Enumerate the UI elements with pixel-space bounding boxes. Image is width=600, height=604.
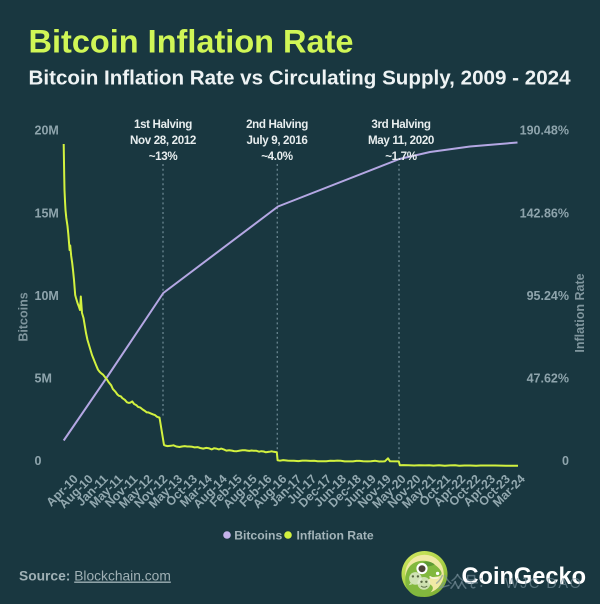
svg-text:142.86%: 142.86% (520, 206, 569, 220)
svg-text:Source: Blockchain.com: Source: Blockchain.com (19, 569, 171, 584)
svg-text:May 11, 2020: May 11, 2020 (368, 134, 434, 147)
svg-text:3rd Halving: 3rd Halving (371, 118, 431, 131)
svg-text:Bitcoins: Bitcoins (17, 292, 31, 341)
svg-text:15M: 15M (35, 206, 59, 220)
svg-text:WJC DAO: WJC DAO (505, 576, 582, 592)
svg-text:Inflation Rate: Inflation Rate (573, 273, 587, 352)
svg-text:CoinGecko: CoinGecko (462, 564, 587, 590)
svg-text:Bitcoins: Bitcoins (234, 528, 282, 542)
svg-text:190.48%: 190.48% (520, 124, 569, 138)
svg-text:0: 0 (35, 454, 42, 468)
svg-text:2nd Halving: 2nd Halving (246, 118, 308, 131)
svg-text:Inflation Rate: Inflation Rate (297, 528, 374, 542)
svg-text:Nov 28, 2012: Nov 28, 2012 (130, 134, 196, 147)
svg-text:47.62%: 47.62% (527, 372, 569, 386)
svg-text:95.24%: 95.24% (527, 289, 569, 303)
svg-text:~13%: ~13% (149, 150, 178, 163)
svg-text:~1.7%: ~1.7% (385, 150, 416, 163)
svg-text:0: 0 (562, 454, 569, 468)
svg-text:5M: 5M (35, 372, 52, 386)
svg-text:Bitcoin Inflation Rate: Bitcoin Inflation Rate (29, 24, 354, 60)
svg-text:1st Halving: 1st Halving (134, 118, 192, 131)
svg-text:Bitcoin Inflation Rate vs Circ: Bitcoin Inflation Rate vs Circulating Su… (29, 67, 572, 90)
svg-text:20M: 20M (35, 124, 59, 138)
svg-text:~4.0%: ~4.0% (261, 150, 292, 163)
svg-text:10M: 10M (35, 289, 59, 303)
svg-text:July 9, 2016: July 9, 2016 (247, 134, 309, 147)
